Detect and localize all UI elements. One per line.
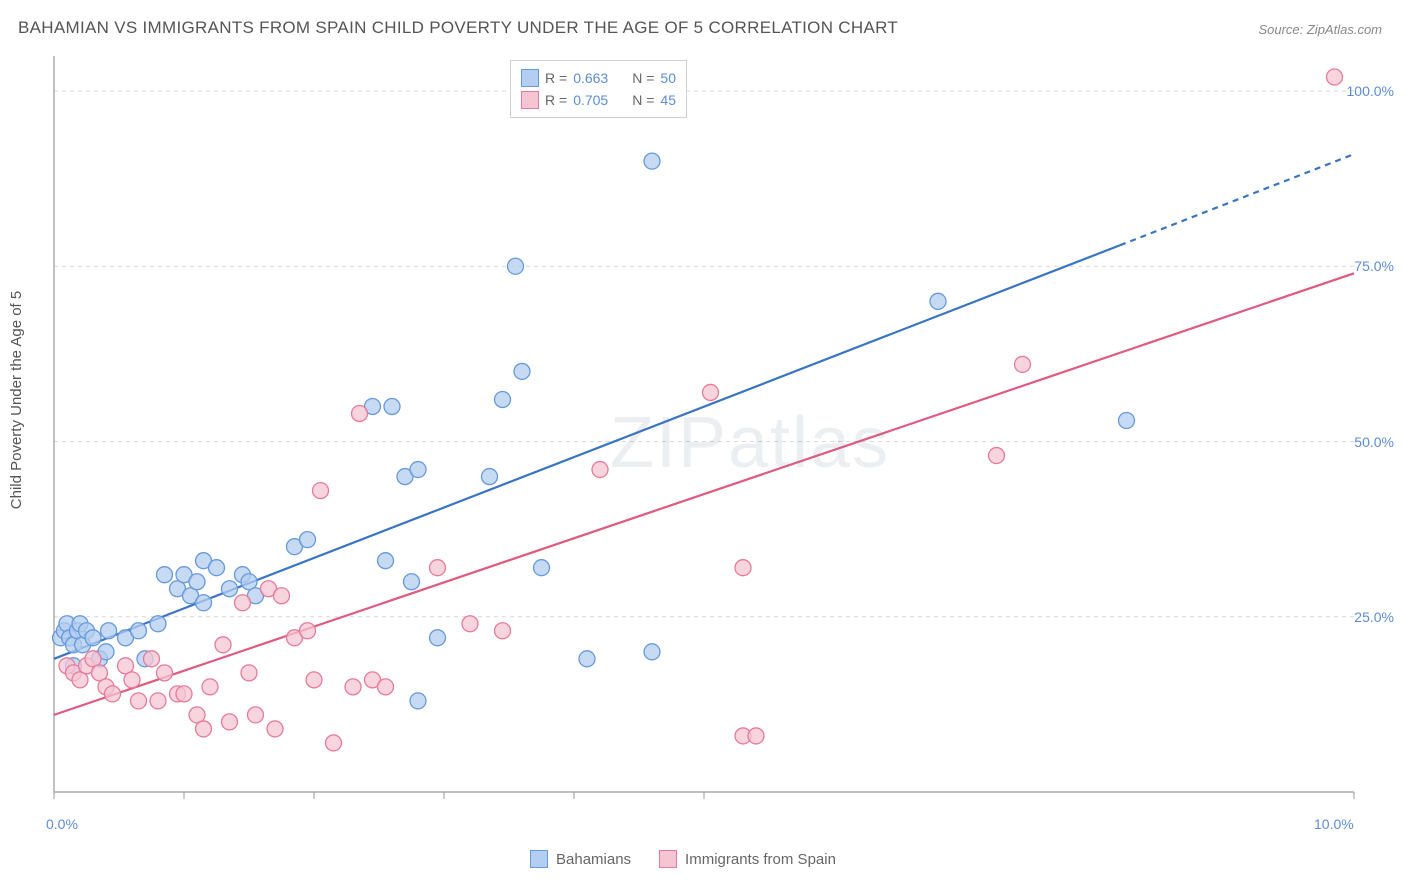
- legend-label-2: Immigrants from Spain: [685, 851, 836, 868]
- x-tick-label: 10.0%: [1314, 816, 1354, 832]
- n-label: N =: [632, 70, 654, 86]
- y-tick-label: 25.0%: [1354, 609, 1394, 625]
- legend-item-1: Bahamians: [530, 850, 631, 868]
- legend-label-1: Bahamians: [556, 851, 631, 868]
- r-label: R =: [545, 70, 567, 86]
- r-label: R =: [545, 92, 567, 108]
- legend-swatch-2: [521, 91, 539, 109]
- legend-bottom-swatch-2: [659, 850, 677, 868]
- r-value-2: 0.705: [573, 92, 608, 108]
- n-value-2: 45: [660, 92, 676, 108]
- r-value-1: 0.663: [573, 70, 608, 86]
- y-tick-label: 75.0%: [1354, 258, 1394, 274]
- legend-row-series-1: R = 0.663 N = 50: [521, 67, 676, 89]
- n-value-1: 50: [660, 70, 676, 86]
- n-label: N =: [632, 92, 654, 108]
- x-tick-label: 0.0%: [46, 816, 78, 832]
- series-legend: Bahamians Immigrants from Spain: [530, 850, 836, 868]
- y-tick-label: 50.0%: [1354, 434, 1394, 450]
- correlation-legend: R = 0.663 N = 50 R = 0.705 N = 45: [510, 60, 687, 118]
- y-axis-label: Child Poverty Under the Age of 5: [8, 291, 25, 509]
- legend-swatch-1: [521, 69, 539, 87]
- legend-bottom-swatch-1: [530, 850, 548, 868]
- legend-row-series-2: R = 0.705 N = 45: [521, 89, 676, 111]
- y-tick-label: 100.0%: [1347, 83, 1394, 99]
- chart-title: BAHAMIAN VS IMMIGRANTS FROM SPAIN CHILD …: [18, 18, 898, 38]
- source-attribution: Source: ZipAtlas.com: [1258, 22, 1382, 37]
- scatter-plot: [50, 52, 1370, 820]
- legend-item-2: Immigrants from Spain: [659, 850, 836, 868]
- chart-area: ZIPatlas R = 0.663 N = 50 R = 0.705 N = …: [50, 52, 1370, 820]
